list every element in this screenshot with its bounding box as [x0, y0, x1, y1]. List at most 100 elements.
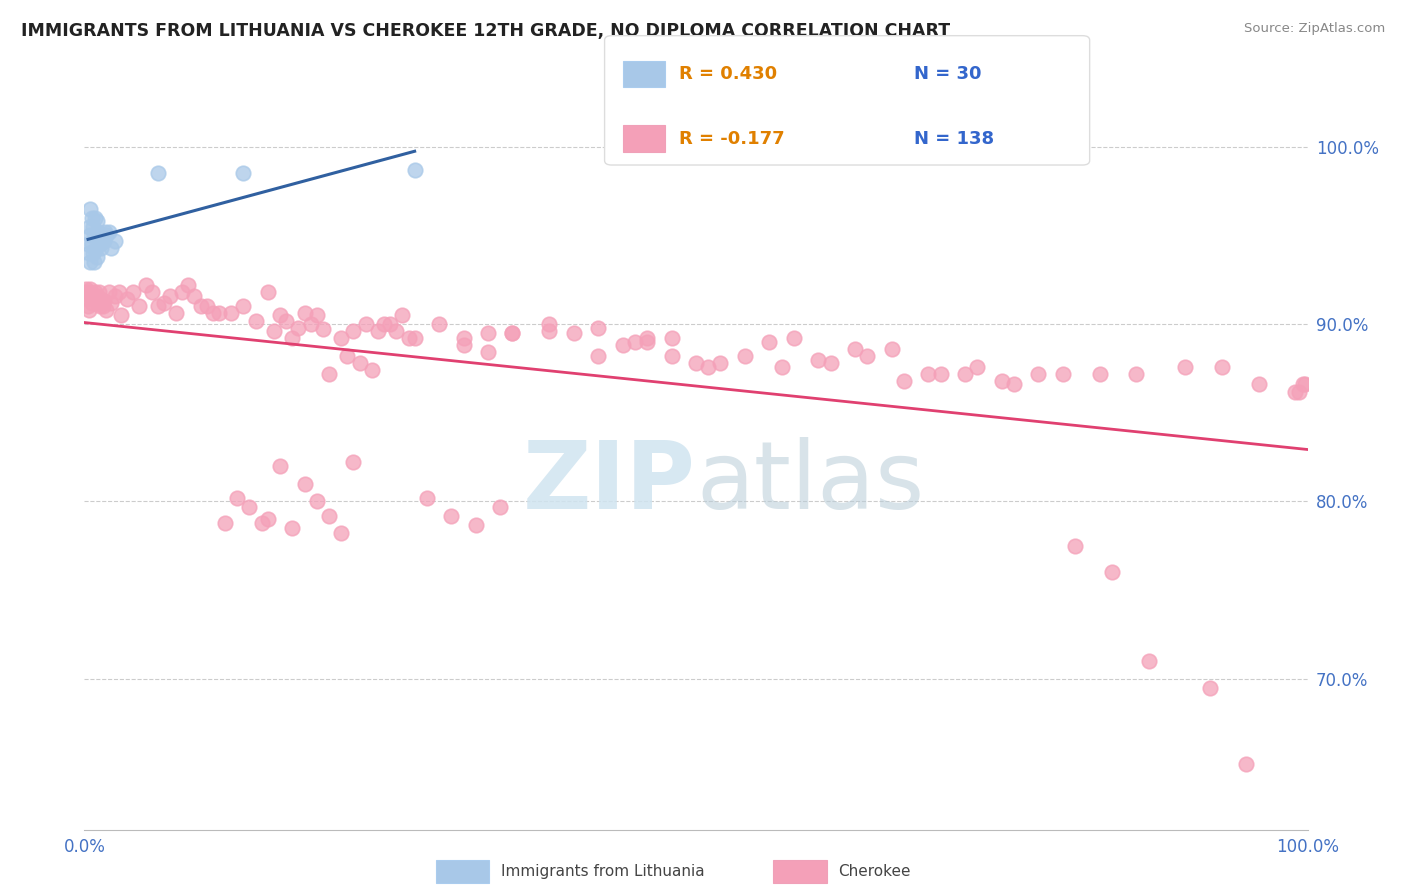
Point [586, 349, 609, 363]
Point [305, 308, 328, 322]
Point [77, 285, 100, 300]
Point [586, 320, 609, 334]
Point [269, 458, 291, 473]
Point [1284, 384, 1306, 399]
Point [1211, 359, 1233, 374]
Point [287, 320, 309, 334]
Point [538, 317, 561, 331]
Point [269, 308, 291, 322]
Point [893, 374, 915, 388]
Point [89, 237, 111, 252]
Point [636, 331, 658, 345]
Point [991, 374, 1014, 388]
Text: R = 0.430: R = 0.430 [679, 65, 778, 83]
Text: atlas: atlas [696, 437, 924, 529]
Point [1137, 654, 1160, 668]
Point [96, 302, 118, 317]
Point [276, 313, 298, 327]
Point [844, 342, 866, 356]
Text: Cherokee: Cherokee [838, 864, 911, 879]
Point [294, 476, 316, 491]
Point [110, 308, 132, 322]
Point [1002, 377, 1025, 392]
Point [294, 306, 316, 320]
Point [195, 299, 218, 313]
Point [87, 285, 110, 300]
Point [77, 237, 100, 252]
Point [100, 295, 122, 310]
Point [208, 306, 231, 320]
Point [83, 255, 105, 269]
Point [146, 166, 169, 180]
Point [758, 334, 780, 349]
Point [1288, 384, 1310, 399]
Point [330, 526, 353, 541]
Point [135, 278, 157, 293]
Point [104, 234, 127, 248]
Point [1292, 377, 1315, 392]
Point [83, 228, 105, 243]
Point [177, 278, 200, 293]
Point [464, 517, 486, 532]
Point [75, 282, 97, 296]
Point [929, 367, 952, 381]
Point [770, 359, 793, 374]
Point [1247, 377, 1270, 392]
Point [953, 367, 976, 381]
Point [807, 352, 830, 367]
Point [330, 331, 353, 345]
Point [100, 241, 122, 255]
Point [367, 324, 389, 338]
Point [349, 356, 371, 370]
Point [115, 293, 138, 307]
Point [86, 250, 108, 264]
Point [318, 508, 340, 523]
Point [318, 367, 340, 381]
Point [661, 349, 683, 363]
Point [354, 317, 377, 331]
Point [453, 331, 475, 345]
Point [380, 317, 402, 331]
Point [917, 367, 939, 381]
Point [1294, 377, 1316, 392]
Point [502, 326, 524, 340]
Point [238, 500, 260, 514]
Point [783, 331, 806, 345]
Point [624, 334, 647, 349]
Text: ZIP: ZIP [523, 437, 696, 529]
Point [201, 306, 224, 320]
Point [477, 326, 499, 340]
Point [77, 219, 100, 234]
Point [172, 285, 194, 300]
Point [79, 228, 101, 243]
Point [122, 285, 145, 300]
Point [281, 521, 304, 535]
Point [104, 289, 127, 303]
Point [94, 225, 117, 239]
Point [107, 285, 129, 300]
Point [82, 246, 104, 260]
Point [1101, 566, 1123, 580]
Point [146, 299, 169, 313]
Point [342, 455, 364, 469]
Point [93, 294, 115, 309]
Text: IMMIGRANTS FROM LITHUANIA VS CHEROKEE 12TH GRADE, NO DIPLOMA CORRELATION CHART: IMMIGRANTS FROM LITHUANIA VS CHEROKEE 12… [21, 22, 950, 40]
Point [734, 349, 756, 363]
Point [80, 211, 103, 225]
Point [87, 232, 110, 246]
Point [97, 285, 120, 300]
Point [90, 293, 112, 307]
Point [336, 349, 359, 363]
Point [79, 282, 101, 296]
Point [80, 237, 103, 252]
Point [84, 243, 107, 257]
Point [91, 299, 114, 313]
Point [219, 306, 242, 320]
Point [77, 291, 100, 305]
Point [685, 356, 707, 370]
Point [612, 338, 634, 352]
Point [1174, 359, 1197, 374]
Point [440, 508, 463, 523]
Point [398, 331, 420, 345]
Point [257, 512, 280, 526]
